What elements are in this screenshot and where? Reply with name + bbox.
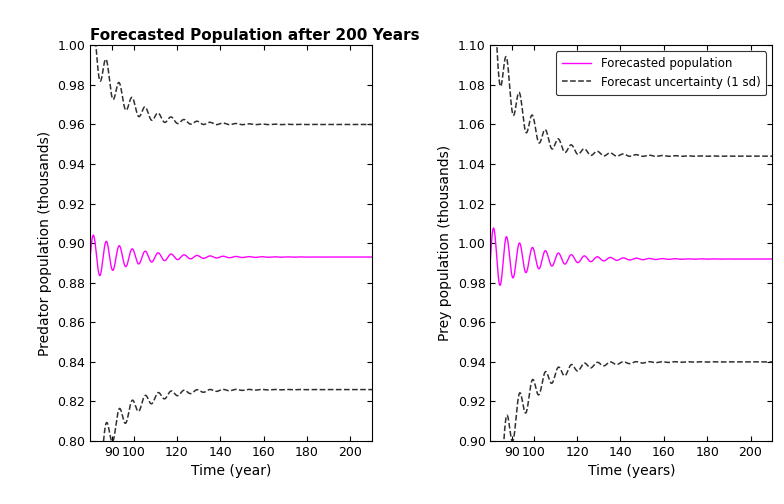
Forecasted population <box>488 225 498 231</box>
Forecasted population <box>368 254 377 260</box>
Forecasted population <box>89 232 98 238</box>
Forecasted population <box>708 256 717 262</box>
Forecasted population <box>307 254 317 260</box>
Forecast uncertainty (1 sd) <box>760 153 769 159</box>
Forecasted population <box>216 254 225 260</box>
Forecasted population <box>85 254 95 260</box>
Line: Forecast uncertainty (1 sd): Forecast uncertainty (1 sd) <box>90 23 372 124</box>
Forecasted population <box>95 273 104 279</box>
Forecast uncertainty (1 sd) <box>307 121 317 128</box>
Forecast uncertainty (1 sd) <box>708 153 717 159</box>
Forecast uncertainty (1 sd) <box>88 20 97 26</box>
Forecast uncertainty (1 sd) <box>615 152 625 158</box>
Forecast uncertainty (1 sd) <box>622 153 632 159</box>
X-axis label: Time (years): Time (years) <box>587 464 675 478</box>
Forecast uncertainty (1 sd) <box>760 153 769 159</box>
Forecast uncertainty (1 sd) <box>223 121 232 128</box>
Text: Forecasted Population after 200 Years: Forecasted Population after 200 Years <box>90 28 419 43</box>
Forecast uncertainty (1 sd) <box>359 121 368 128</box>
Forecast uncertainty (1 sd) <box>638 153 648 159</box>
Line: Forecasted population: Forecasted population <box>90 235 372 276</box>
Forecasted population <box>623 257 633 263</box>
Y-axis label: Prey population (thousands): Prey population (thousands) <box>438 145 452 341</box>
Forecasted population <box>100 242 110 248</box>
Forecasted population <box>223 255 232 261</box>
Forecasted population <box>760 256 769 262</box>
Forecasted population <box>485 256 495 262</box>
Forecast uncertainty (1 sd) <box>100 58 110 64</box>
Forecasted population <box>495 282 505 288</box>
Forecast uncertainty (1 sd) <box>768 153 777 159</box>
Y-axis label: Predator population (thousands): Predator population (thousands) <box>38 131 52 356</box>
Forecast uncertainty (1 sd) <box>85 32 95 38</box>
Forecast uncertainty (1 sd) <box>215 121 224 127</box>
Forecasted population <box>359 254 368 260</box>
Line: Forecast uncertainty (1 sd): Forecast uncertainty (1 sd) <box>490 1 772 156</box>
Forecast uncertainty (1 sd) <box>488 0 498 4</box>
Forecasted population <box>359 254 368 260</box>
Line: Forecasted population: Forecasted population <box>490 228 772 285</box>
Forecasted population <box>615 256 625 262</box>
X-axis label: Time (year): Time (year) <box>191 464 271 478</box>
Forecast uncertainty (1 sd) <box>485 15 495 21</box>
Forecast uncertainty (1 sd) <box>500 56 510 62</box>
Legend: Forecasted population, Forecast uncertainty (1 sd): Forecasted population, Forecast uncertai… <box>556 51 766 95</box>
Forecasted population <box>768 256 777 262</box>
Forecast uncertainty (1 sd) <box>368 121 377 128</box>
Forecast uncertainty (1 sd) <box>238 121 247 128</box>
Forecast uncertainty (1 sd) <box>359 121 368 128</box>
Forecasted population <box>500 239 510 245</box>
Forecasted population <box>760 256 769 262</box>
